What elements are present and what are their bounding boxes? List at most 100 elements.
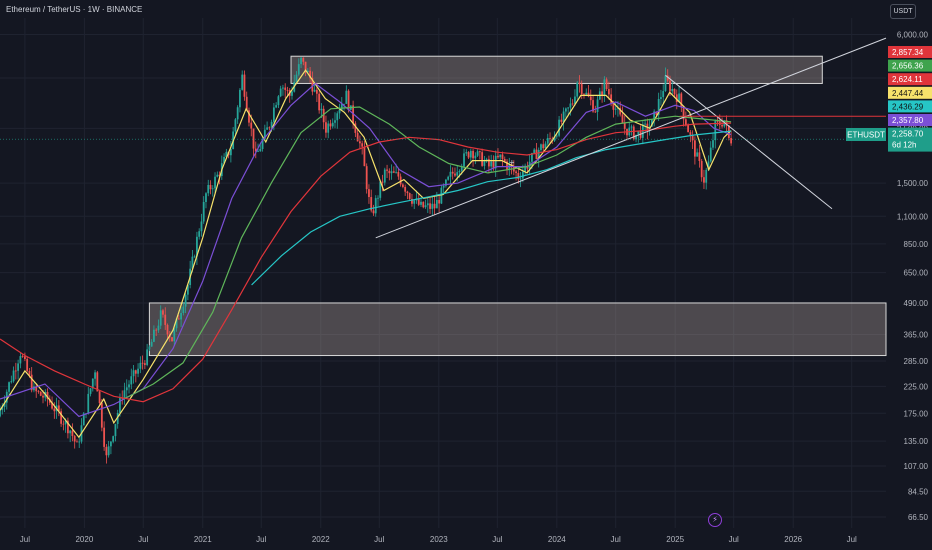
price-label-text: 2,857.34	[892, 48, 924, 57]
candle-body	[499, 154, 502, 158]
candle-body	[474, 155, 477, 159]
price-label-text: 2,624.11	[892, 75, 923, 84]
candle-body	[721, 124, 723, 127]
candle-body	[21, 356, 24, 357]
candle-body	[356, 132, 359, 142]
candle-body	[309, 70, 311, 79]
candle-body	[544, 143, 547, 149]
candle-body	[623, 123, 626, 129]
candle-body	[343, 103, 345, 105]
candle-body	[162, 310, 164, 315]
candle-body	[390, 171, 393, 174]
candle-body	[107, 446, 110, 456]
price-labels: 2,857.34 2,656.36 2,624.11 2,447.44 2,436.29…	[888, 46, 932, 152]
candle-body	[517, 173, 520, 179]
candle-body	[603, 79, 606, 96]
candle-body	[207, 184, 210, 194]
candle-body	[655, 111, 658, 115]
candle-body	[146, 349, 149, 365]
candle-body	[730, 138, 733, 144]
candle-body	[372, 210, 375, 214]
candle-body	[53, 408, 56, 412]
y-tick-label: 850.00	[904, 240, 929, 249]
candle-body	[191, 256, 194, 269]
candle-body	[675, 94, 678, 103]
candle-body	[78, 441, 81, 443]
price-label: 2,357.80	[888, 114, 932, 126]
candle-body	[358, 141, 361, 144]
candle-body	[239, 89, 241, 108]
countdown-text: 6d 12h	[892, 141, 916, 150]
candle-body	[250, 122, 253, 129]
candle-body	[696, 152, 699, 157]
candle-body	[426, 203, 429, 206]
moving-average-3	[123, 106, 732, 400]
candle-body	[549, 137, 551, 139]
candle-body	[537, 149, 540, 159]
candle-body	[657, 98, 660, 115]
candle-body	[476, 151, 479, 156]
candle-body	[327, 123, 330, 133]
candle-body	[585, 92, 588, 95]
candle-body	[60, 411, 63, 424]
candle-body	[664, 75, 667, 92]
currency-badge[interactable]: USDT	[890, 4, 916, 19]
x-tick-label: Jul	[611, 535, 621, 544]
candle-body	[89, 388, 92, 394]
candle-body	[607, 88, 610, 95]
candle-body	[62, 423, 65, 425]
candle-body	[497, 155, 499, 158]
candle-body	[103, 427, 106, 447]
candle-body	[442, 185, 445, 188]
candle-body	[614, 108, 617, 110]
candle-body	[186, 284, 189, 295]
price-label-box	[888, 114, 932, 126]
candle-body	[680, 93, 683, 107]
candle-body	[458, 170, 461, 173]
candle-body	[315, 89, 318, 94]
candle-body	[277, 96, 280, 106]
grid	[0, 18, 886, 528]
candle-body	[112, 436, 115, 442]
candle-body	[320, 108, 323, 111]
candle-body	[576, 82, 579, 97]
price-label: 2,656.36	[888, 59, 932, 72]
candle-body	[605, 79, 608, 89]
symbol-tag-text: ETHUSDT	[847, 131, 885, 140]
candle-body	[105, 446, 108, 456]
candle-body	[130, 376, 133, 385]
candle-body	[700, 160, 703, 178]
candle-body	[1, 406, 4, 411]
candle-body	[399, 176, 402, 185]
candle-body	[449, 171, 452, 177]
candle-body	[229, 149, 232, 156]
candle-body	[159, 310, 162, 326]
candle-body	[714, 121, 717, 141]
x-tick-label: Jul	[729, 535, 739, 544]
candle-body	[440, 187, 443, 204]
price-label: 2,258.70 6d 12h	[888, 127, 932, 152]
candle-body	[592, 100, 594, 112]
candle-body	[587, 92, 590, 97]
candle-body	[422, 201, 425, 208]
candle-body	[157, 325, 160, 331]
price-label-text: 2,357.80	[892, 116, 924, 125]
candle-body	[252, 128, 255, 149]
candle-body	[205, 193, 207, 203]
candle-body	[483, 161, 486, 166]
candle-body	[263, 129, 266, 140]
candle-body	[365, 166, 368, 190]
price-label-box	[888, 73, 932, 86]
candle-body	[304, 61, 307, 73]
candle-body	[306, 70, 309, 73]
lightning-icon[interactable]: ⚡	[708, 513, 722, 527]
candle-body	[506, 161, 508, 170]
candle-body	[560, 119, 563, 122]
candle-body	[150, 341, 153, 347]
candle-body	[30, 374, 33, 391]
candle-body	[33, 386, 35, 391]
candle-body	[535, 149, 538, 159]
x-tick-label: 2025	[666, 535, 684, 544]
candle-body	[392, 171, 395, 173]
